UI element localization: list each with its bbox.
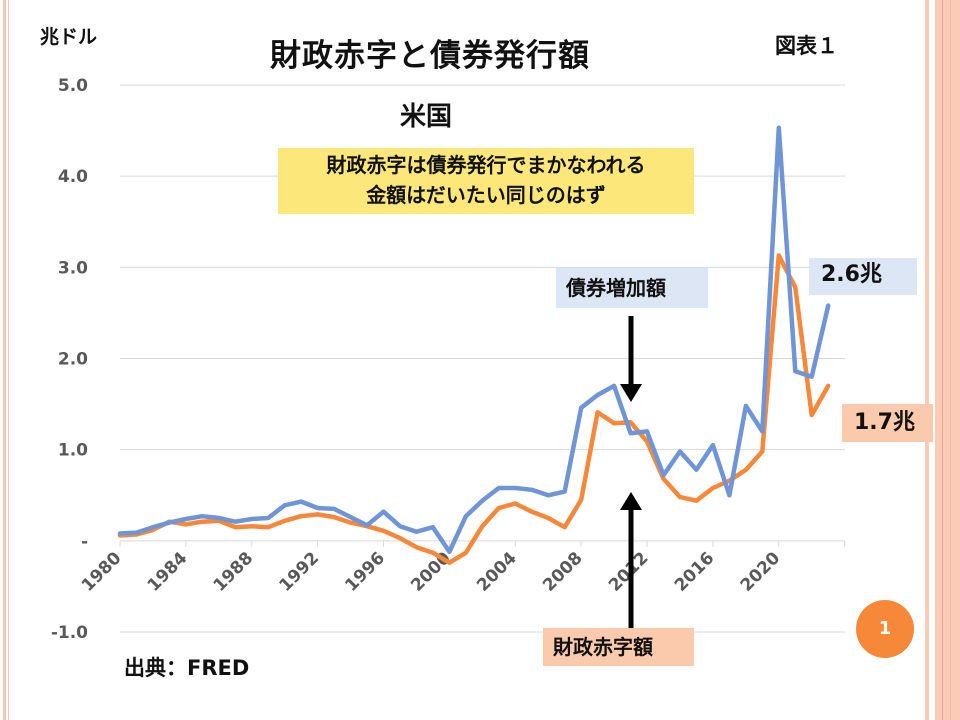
y-tick-label: - (81, 532, 88, 552)
y-tick-label: 2.0 (58, 350, 88, 370)
bond-latest-value-label: 2.6兆 (809, 258, 917, 295)
annotation-arrows (620, 316, 642, 628)
y-axis-ticks: 5.0 4.0 3.0 2.0 1.0 - -1.0 (51, 76, 88, 643)
note-callout: 財政赤字は債券発行でまかなわれる 金額はだいたい同じのはず (278, 148, 694, 214)
y-axis-unit-label: 兆ドル (40, 26, 98, 48)
bond-arrow-head (620, 384, 642, 402)
note-line-1: 財政赤字は債券発行でまかなわれる (326, 153, 646, 177)
x-tick-label: 2020 (737, 548, 785, 596)
x-tick-label: 1988 (210, 548, 258, 596)
deficit-arrow-head (620, 492, 642, 510)
gridlines (120, 84, 845, 633)
page-number-badge: 1 (856, 600, 914, 658)
left-decorative-border (0, 0, 9, 720)
figure-label: 図表１ (775, 34, 838, 58)
bond-increase-line (117, 125, 831, 555)
chart-subtitle: 米国 (400, 102, 453, 132)
bond-increase-label: 債券増加額 (556, 268, 708, 308)
y-tick-label: 1.0 (58, 441, 88, 461)
y-tick-label: 3.0 (58, 258, 88, 278)
deficit-latest-value-label: 1.7兆 (842, 404, 933, 442)
deficit-line (117, 253, 831, 565)
deficit-label: 財政赤字額 (543, 628, 694, 666)
x-tick-label: 2000 (407, 548, 455, 596)
note-line-2: 金額はだいたい同じのはず (366, 183, 606, 207)
y-tick-label: 5.0 (58, 76, 88, 96)
series-lines (117, 125, 831, 565)
chart-title: 財政赤字と債券発行額 (270, 38, 590, 74)
x-tick-label: 1984 (144, 548, 192, 596)
source-label: 出典：FRED (124, 656, 250, 680)
x-axis-ticks: 1980198419881992199620002004200820122016… (78, 540, 846, 596)
right-decorative-border (925, 0, 960, 720)
y-tick-label: 4.0 (58, 167, 88, 187)
y-tick-label: -1.0 (51, 623, 88, 643)
x-tick-label: 2016 (671, 548, 719, 596)
x-tick-label: 2008 (539, 548, 587, 596)
x-tick-label: 1980 (78, 548, 126, 596)
x-tick-label: 1996 (341, 548, 389, 596)
x-tick-label: 1992 (276, 548, 324, 596)
x-tick-label: 2004 (473, 548, 521, 596)
